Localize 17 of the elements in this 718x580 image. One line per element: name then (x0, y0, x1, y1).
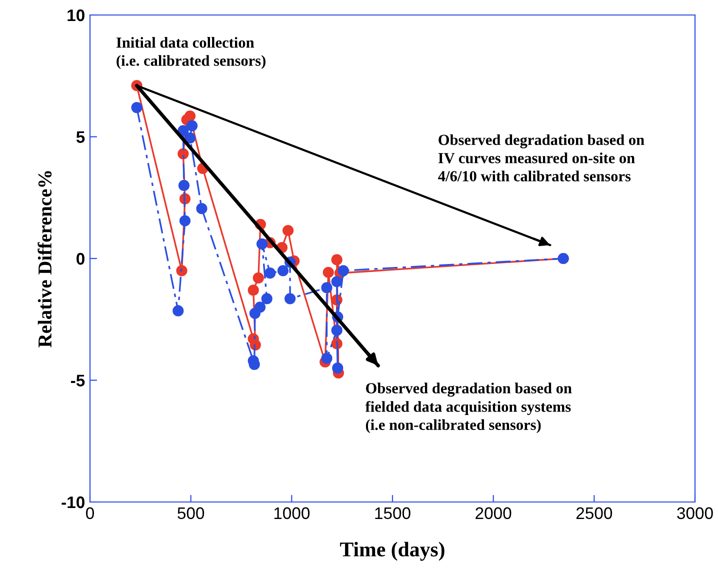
x-tick-label: 0 (86, 507, 94, 520)
annotation: Initial data collection (i.e. calibrated sensors) (116, 37, 266, 69)
annotation: Observed degradation based on IV curves measured on-site on 4/6/10 with calibrated sensors (438, 134, 644, 182)
x-axis-title: Time (days) (340, 542, 444, 561)
y-axis-title: Relative Difference% (38, 171, 52, 348)
y-tick-label: 0 (76, 252, 84, 265)
x-tick-label: 2500 (576, 507, 612, 520)
y-tick-label: 5 (76, 131, 85, 143)
y-tick-label: -5 (70, 374, 85, 386)
x-tick-label: 3000 (677, 507, 713, 520)
annotation: Observed degradation based on fielded data acquisition systems (i.e non-calibrated sensors) (365, 382, 572, 434)
x-tick-label: 2000 (476, 507, 512, 520)
y-tick-label: -10 (62, 496, 84, 508)
x-tick-label: 500 (178, 507, 204, 520)
x-tick-label: 1500 (375, 507, 410, 520)
y-tick-label: 10 (68, 9, 84, 22)
x-tick-label: 1000 (274, 507, 310, 520)
